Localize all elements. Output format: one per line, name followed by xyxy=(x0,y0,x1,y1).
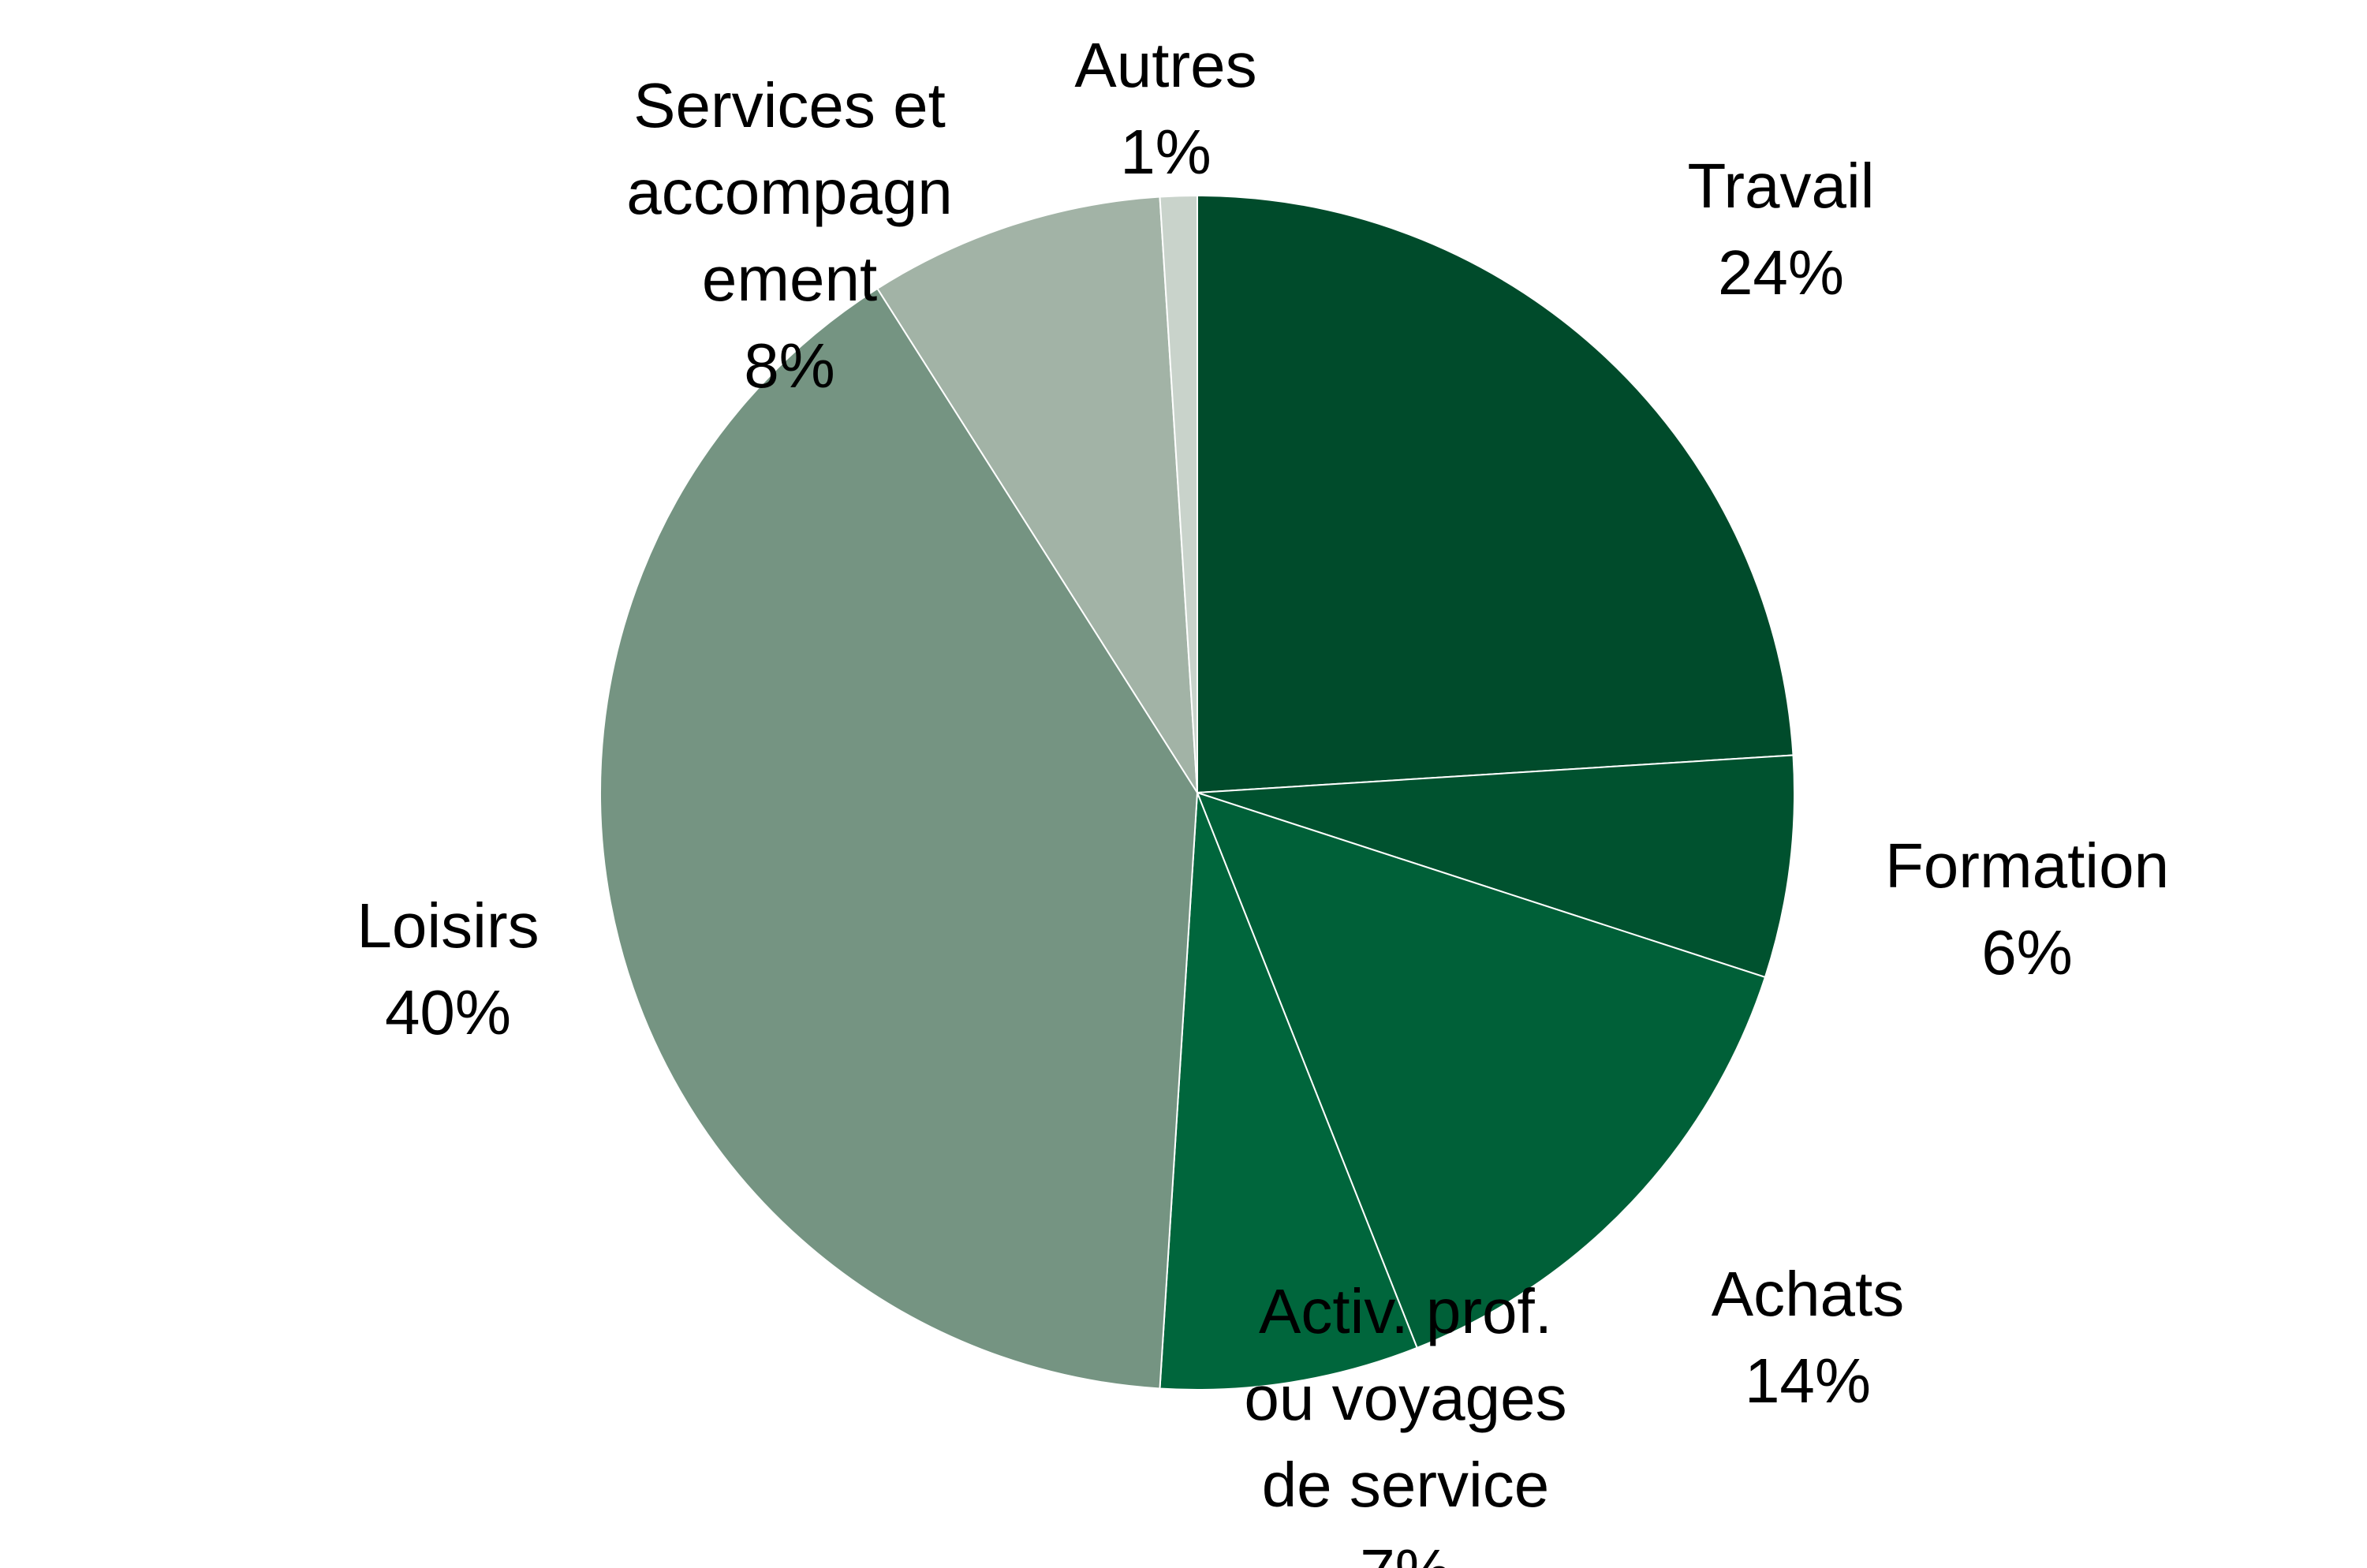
pie-slice-achats xyxy=(1196,791,1767,1350)
slice-name-line: ement xyxy=(702,244,877,314)
slice-label-formation: Formation 6% xyxy=(1885,831,2169,987)
labels-layer: Travail 24% Formation 6% Achats 14% Activ. pro… xyxy=(357,30,2169,1568)
slice-name-line: Services et xyxy=(633,70,946,140)
slice-name-line: ou voyages xyxy=(1244,1363,1566,1433)
slice-name-line: Autres xyxy=(1074,30,1256,100)
slice-name-line: Loisirs xyxy=(357,890,539,961)
pie-slice-services xyxy=(875,196,1198,793)
slice-value-label: 14% xyxy=(1745,1346,1871,1416)
slice-label-autres: Autres 1% xyxy=(1074,30,1256,187)
pie-slice-loisirs xyxy=(599,287,1199,1390)
slice-value-label: 24% xyxy=(1718,237,1844,308)
slice-label-travail: Travail 24% xyxy=(1687,151,1874,308)
slice-name-line: de service xyxy=(1262,1450,1550,1520)
slice-value-label: 6% xyxy=(1981,917,2073,987)
pie-slice-autres xyxy=(1159,194,1198,793)
slice-name-line: Travail xyxy=(1687,151,1874,221)
slice-value-label: 40% xyxy=(385,977,511,1047)
slice-label-loisirs: Loisirs 40% xyxy=(357,890,539,1047)
slice-name-line: accompagn xyxy=(626,157,953,227)
slice-value-label: 1% xyxy=(1120,117,1212,187)
pie-slice-formation xyxy=(1197,754,1795,979)
slice-label-activ-prof: Activ. prof. ou voyages de service 7% xyxy=(1244,1276,1566,1568)
pie-slice-travail xyxy=(1197,194,1794,794)
slice-label-services: Services et accompagn ement 8% xyxy=(626,70,953,401)
slice-label-achats: Achats 14% xyxy=(1712,1259,1905,1416)
slice-value-label: 8% xyxy=(744,330,835,401)
slice-value-label: 7% xyxy=(1360,1536,1451,1568)
slice-name-line: Formation xyxy=(1885,831,2169,901)
slice-name-line: Activ. prof. xyxy=(1259,1276,1552,1346)
slices-layer xyxy=(599,194,1795,1391)
pie-slice-activ-prof xyxy=(1159,792,1418,1391)
slice-name-line: Achats xyxy=(1712,1259,1905,1329)
